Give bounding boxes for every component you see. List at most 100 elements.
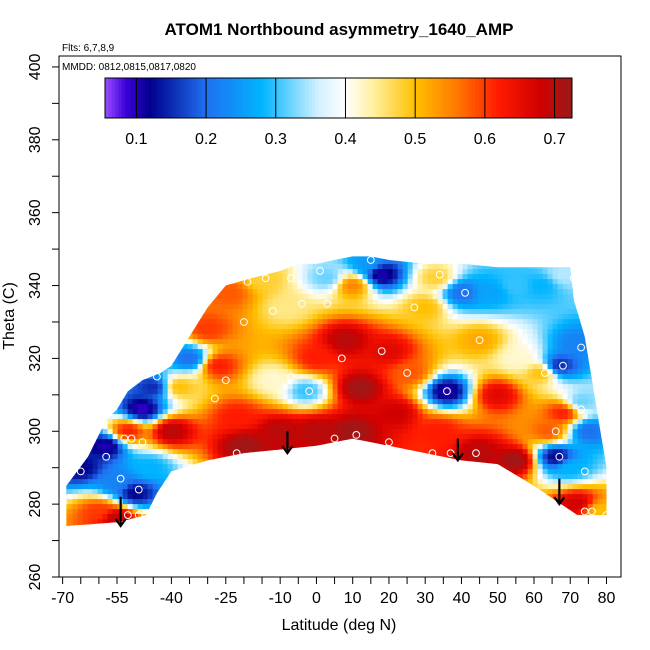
heatmap-cell bbox=[452, 299, 459, 305]
heatmap-cell bbox=[557, 439, 564, 445]
heatmap-cell bbox=[357, 404, 364, 410]
heatmap-cell bbox=[557, 349, 564, 355]
heatmap-cell bbox=[242, 264, 249, 270]
heatmap-cell bbox=[387, 299, 394, 305]
heatmap-cell bbox=[362, 324, 369, 330]
heatmap-cell bbox=[272, 464, 279, 470]
heatmap-cell bbox=[187, 289, 194, 295]
heatmap-cell bbox=[117, 404, 124, 410]
heatmap-cell bbox=[467, 269, 474, 275]
heatmap-cell bbox=[382, 384, 389, 390]
heatmap-cell bbox=[432, 414, 439, 420]
heatmap-cell bbox=[377, 454, 384, 460]
heatmap-cell bbox=[272, 319, 279, 325]
heatmap-cell bbox=[432, 319, 439, 325]
heatmap-cell bbox=[307, 449, 314, 455]
heatmap-cell bbox=[327, 339, 334, 345]
heatmap-cell bbox=[567, 454, 574, 460]
heatmap-cell bbox=[102, 359, 109, 365]
heatmap-cell bbox=[397, 409, 404, 415]
heatmap-cell bbox=[392, 259, 399, 265]
heatmap-cell bbox=[397, 294, 404, 300]
heatmap-cell bbox=[517, 374, 524, 380]
heatmap-cell bbox=[117, 279, 124, 285]
heatmap-cell bbox=[357, 334, 364, 340]
heatmap-cell bbox=[482, 354, 489, 360]
heatmap-cell bbox=[577, 459, 584, 465]
heatmap-cell bbox=[277, 379, 284, 385]
heatmap-cell bbox=[608, 384, 614, 390]
heatmap-cell bbox=[482, 324, 489, 330]
heatmap-cell bbox=[107, 434, 114, 440]
heatmap-cell bbox=[577, 304, 584, 310]
heatmap-cell bbox=[497, 354, 504, 360]
heatmap-cell bbox=[92, 354, 99, 360]
heatmap-cell bbox=[237, 469, 244, 475]
heatmap-cell bbox=[482, 279, 489, 285]
heatmap-cell bbox=[342, 314, 349, 320]
heatmap-cell bbox=[292, 304, 299, 310]
heatmap-cell bbox=[162, 399, 169, 405]
heatmap-cell bbox=[107, 259, 114, 265]
heatmap-cell bbox=[237, 264, 244, 270]
heatmap-cell bbox=[262, 349, 269, 355]
heatmap-cell bbox=[442, 259, 449, 265]
heatmap-cell bbox=[102, 369, 109, 375]
heatmap-cell bbox=[117, 429, 124, 435]
heatmap-cell bbox=[447, 274, 454, 280]
heatmap-cell bbox=[162, 374, 169, 380]
heatmap-cell bbox=[422, 294, 429, 300]
heatmap-cell bbox=[207, 364, 214, 370]
heatmap-cell bbox=[572, 256, 579, 260]
heatmap-cell bbox=[66, 379, 69, 385]
heatmap-cell bbox=[262, 454, 269, 460]
heatmap-cell bbox=[147, 299, 154, 305]
heatmap-cell bbox=[492, 359, 499, 365]
heatmap-cell bbox=[412, 424, 419, 430]
heatmap-cell bbox=[217, 444, 224, 450]
heatmap-cell bbox=[243, 249, 249, 255]
heatmap-cell bbox=[247, 464, 254, 470]
heatmap-cell bbox=[497, 469, 504, 475]
heatmap-cell bbox=[397, 389, 404, 395]
heatmap-cell bbox=[202, 454, 209, 460]
heatmap-cell bbox=[382, 359, 389, 365]
heatmap-cell bbox=[542, 344, 549, 350]
heatmap-cell bbox=[608, 339, 614, 345]
heatmap-cell bbox=[302, 394, 309, 400]
heatmap-cell bbox=[472, 256, 479, 260]
heatmap-cell bbox=[122, 294, 129, 300]
heatmap-cell bbox=[172, 364, 179, 370]
heatmap-cell bbox=[227, 309, 234, 315]
heatmap-cell bbox=[452, 389, 459, 395]
heatmap-cell bbox=[517, 434, 524, 440]
heatmap-cell bbox=[282, 469, 289, 475]
heatmap-cell bbox=[292, 384, 299, 390]
heatmap-cell bbox=[137, 289, 144, 295]
heatmap-cell bbox=[602, 364, 607, 370]
heatmap-cell bbox=[257, 349, 264, 355]
heatmap-cell bbox=[72, 429, 79, 435]
heatmap-cell bbox=[507, 304, 514, 310]
heatmap-cell bbox=[197, 454, 204, 460]
heatmap-cell bbox=[557, 264, 564, 270]
heatmap-cell bbox=[247, 269, 254, 275]
heatmap-cell bbox=[142, 304, 149, 310]
heatmap-cell bbox=[127, 414, 134, 420]
heatmap-cell bbox=[167, 429, 174, 435]
heatmap-cell bbox=[192, 259, 199, 265]
heatmap-cell bbox=[192, 299, 199, 305]
heatmap-cell bbox=[167, 389, 174, 395]
heatmap-cell bbox=[267, 264, 274, 270]
heatmap-cell bbox=[592, 289, 599, 295]
heatmap-cell bbox=[602, 449, 607, 455]
heatmap-cell bbox=[197, 259, 204, 265]
heatmap-cell bbox=[497, 439, 504, 445]
heatmap-cell bbox=[182, 399, 189, 405]
heatmap-cell bbox=[152, 414, 159, 420]
heatmap-cell bbox=[227, 394, 234, 400]
heatmap-cell bbox=[183, 249, 189, 255]
heatmap-cell bbox=[147, 434, 154, 440]
heatmap-cell bbox=[377, 419, 384, 425]
heatmap-cell bbox=[227, 334, 234, 340]
